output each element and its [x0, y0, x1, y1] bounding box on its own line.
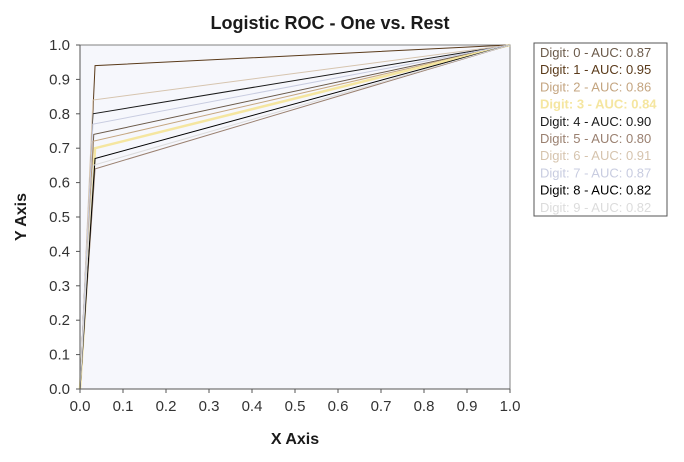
- legend-item-digit-0: Digit: 0 - AUC: 0.87: [540, 45, 651, 60]
- series-line-digit-8: [79, 44, 511, 390]
- legend-item-digit-9: Digit: 9 - AUC: 0.82: [540, 200, 651, 215]
- x-tick-label: 0.3: [199, 398, 220, 415]
- y-tick-label: 0.6: [49, 175, 70, 192]
- y-tick-label: 0.9: [49, 71, 70, 88]
- y-tick-label: 0.5: [49, 209, 70, 226]
- y-tick-label: 0.8: [49, 106, 70, 123]
- x-tick-label: 0.6: [328, 398, 349, 415]
- x-tick-label: 1.0: [500, 398, 521, 415]
- legend-item-digit-5: Digit: 5 - AUC: 0.80: [540, 131, 651, 146]
- plot-area: [79, 44, 511, 390]
- legend-item-digit-6: Digit: 6 - AUC: 0.91: [540, 148, 651, 163]
- y-tick-label: 0.1: [49, 347, 70, 364]
- y-tick-label: 0.4: [49, 243, 70, 260]
- legend-box: [533, 42, 668, 217]
- x-tick-label: 0.9: [457, 398, 478, 415]
- legend-item-digit-3: Digit: 3 - AUC: 0.84: [540, 97, 657, 112]
- legend-item-digit-7: Digit: 7 - AUC: 0.87: [540, 165, 651, 180]
- legend: Digit: 0 - AUC: 0.87 Digit: 1 - AUC: 0.95…: [533, 42, 668, 217]
- x-tick-label: 0.7: [371, 398, 392, 415]
- x-tick-label: 0.8: [414, 398, 435, 415]
- x-tick-label: 0.5: [285, 398, 306, 415]
- y-tick-label: 0.7: [49, 140, 70, 157]
- legend-item-digit-2: Digit: 2 - AUC: 0.86: [540, 79, 651, 94]
- y-tick-label: 1.0: [49, 37, 70, 54]
- series-layer: [78, 43, 511, 390]
- y-tick-label: 0.2: [49, 312, 70, 329]
- x-tick-label: 0.2: [156, 398, 177, 415]
- y-tick-label: 0.3: [49, 278, 70, 295]
- x-tick-label: 0.4: [242, 398, 263, 415]
- x-tick-label: 0.1: [113, 398, 134, 415]
- axis-layer: 0.0 0.1 0.2 0.3 0.4 0.5 0.6 0.7 0.8 0.9 1.0 0.0 0.1 0…: [49, 37, 520, 415]
- y-tick-label: 0.0: [49, 381, 70, 398]
- y-axis-title: Y Axis: [13, 193, 30, 241]
- legend-item-digit-8: Digit: 8 - AUC: 0.82: [540, 183, 651, 198]
- x-tick-label: 0.0: [70, 398, 91, 415]
- legend-item-digit-4: Digit: 4 - AUC: 0.90: [540, 114, 651, 129]
- series-line-digit-7: [79, 44, 511, 390]
- series-line-digit-9: [79, 44, 511, 390]
- x-axis-title: X Axis: [271, 431, 319, 448]
- legend-item-digit-1: Digit: 1 - AUC: 0.95: [540, 62, 651, 77]
- chart-title: Logistic ROC - One vs. Rest: [210, 13, 449, 33]
